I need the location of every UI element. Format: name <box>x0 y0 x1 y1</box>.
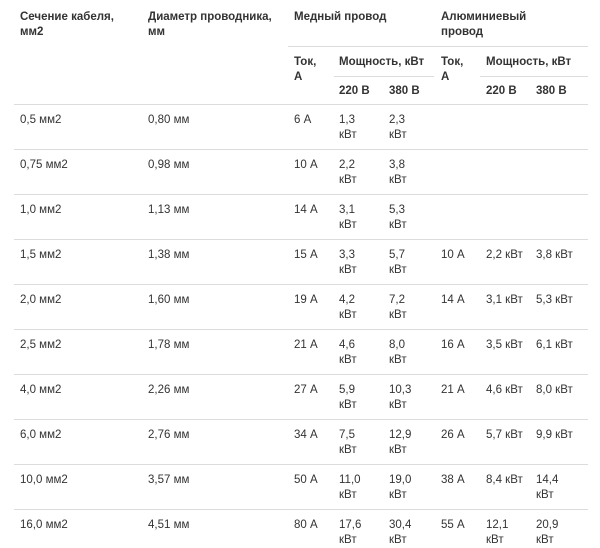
header-al-380: 380 В <box>536 85 567 97</box>
header-cu-220: 220 В <box>339 85 370 97</box>
cell-al-220: 8,4 кВт <box>486 474 523 486</box>
cell-cu-220: 17,6 кВт <box>339 519 362 546</box>
cell-section: 2,5 мм2 <box>20 339 62 351</box>
cell-al-380: 5,3 кВт <box>536 294 573 306</box>
row-divider <box>14 149 588 150</box>
cell-diameter: 3,57 мм <box>148 474 190 486</box>
cell-al-current: 10 А <box>441 249 465 261</box>
cell-diameter: 2,26 мм <box>148 384 190 396</box>
header-cu-power: Мощность, кВт <box>339 56 425 68</box>
header-diameter: Диаметр проводника, мм <box>148 11 272 38</box>
cell-al-220: 12,1 кВт <box>486 519 509 546</box>
cell-cu-380: 3,8 кВт <box>389 159 407 186</box>
header-al-current: Ток, А <box>441 56 464 83</box>
cell-cu-220: 4,6 кВт <box>339 339 357 366</box>
cell-section: 1,0 мм2 <box>20 204 62 216</box>
row-divider <box>14 464 588 465</box>
cell-cu-220: 3,3 кВт <box>339 249 357 276</box>
row-divider <box>14 284 588 285</box>
cell-cu-380: 12,9 кВт <box>389 429 412 456</box>
cell-section: 10,0 мм2 <box>20 474 68 486</box>
cell-cu-current: 34 А <box>294 429 318 441</box>
cell-al-220: 3,5 кВт <box>486 339 523 351</box>
header-cu-380: 380 В <box>389 85 420 97</box>
cell-diameter: 0,80 мм <box>148 114 190 126</box>
cell-diameter: 2,76 мм <box>148 429 190 441</box>
cell-cu-380: 10,3 кВт <box>389 384 412 411</box>
header-divider-cu-power <box>334 76 434 77</box>
row-divider <box>14 374 588 375</box>
cell-section: 0,75 мм2 <box>20 159 68 171</box>
cell-cu-380: 30,4 кВт <box>389 519 412 546</box>
cell-al-380: 3,8 кВт <box>536 249 573 261</box>
header-cu-current: Ток, А <box>294 56 317 83</box>
cell-cu-380: 5,7 кВт <box>389 249 407 276</box>
cell-diameter: 1,78 мм <box>148 339 190 351</box>
cell-diameter: 1,60 мм <box>148 294 190 306</box>
cell-section: 16,0 мм2 <box>20 519 68 531</box>
cell-al-220: 5,7 кВт <box>486 429 523 441</box>
cell-al-current: 38 А <box>441 474 465 486</box>
row-divider <box>14 419 588 420</box>
cell-cu-220: 5,9 кВт <box>339 384 357 411</box>
cell-al-380: 6,1 кВт <box>536 339 573 351</box>
cell-cu-current: 6 А <box>294 114 312 126</box>
cell-cu-220: 3,1 кВт <box>339 204 357 231</box>
cell-diameter: 1,38 мм <box>148 249 190 261</box>
cell-cu-current: 19 А <box>294 294 318 306</box>
cell-al-380: 20,9 кВт <box>536 519 559 546</box>
cell-cu-current: 14 А <box>294 204 318 216</box>
cell-cu-380: 5,3 кВт <box>389 204 407 231</box>
cell-cu-220: 4,2 кВт <box>339 294 357 321</box>
header-divider-al-power <box>480 76 588 77</box>
cell-diameter: 0,98 мм <box>148 159 190 171</box>
row-divider <box>14 239 588 240</box>
cell-al-current: 16 А <box>441 339 465 351</box>
cell-cu-220: 11,0 кВт <box>339 474 361 501</box>
cell-al-380: 8,0 кВт <box>536 384 573 396</box>
header-al-power: Мощность, кВт <box>486 56 572 68</box>
cell-al-current: 21 А <box>441 384 465 396</box>
header-al-220: 220 В <box>486 85 517 97</box>
cell-cu-current: 21 А <box>294 339 318 351</box>
cell-cu-380: 8,0 кВт <box>389 339 407 366</box>
header-divider-upper <box>288 46 588 47</box>
cell-section: 6,0 мм2 <box>20 429 62 441</box>
row-divider <box>14 329 588 330</box>
cell-cu-current: 27 А <box>294 384 318 396</box>
cell-al-current: 55 А <box>441 519 465 531</box>
cell-cu-380: 2,3 кВт <box>389 114 407 141</box>
row-divider <box>14 194 588 195</box>
header-bottom-rule <box>14 104 588 105</box>
cell-section: 1,5 мм2 <box>20 249 62 261</box>
header-aluminum: Алюминиевый провод <box>441 11 527 38</box>
cell-cu-current: 10 А <box>294 159 318 171</box>
cell-al-220: 3,1 кВт <box>486 294 523 306</box>
row-divider <box>14 509 588 510</box>
cell-al-380: 9,9 кВт <box>536 429 573 441</box>
cell-al-current: 26 А <box>441 429 465 441</box>
cell-al-380: 14,4 кВт <box>536 474 559 501</box>
cell-section: 2,0 мм2 <box>20 294 62 306</box>
cell-al-220: 2,2 кВт <box>486 249 523 261</box>
cell-section: 0,5 мм2 <box>20 114 62 126</box>
cell-cu-380: 19,0 кВт <box>389 474 412 501</box>
cell-diameter: 4,51 мм <box>148 519 190 531</box>
cell-section: 4,0 мм2 <box>20 384 62 396</box>
cell-cu-220: 1,3 кВт <box>339 114 357 141</box>
cell-cu-current: 15 А <box>294 249 318 261</box>
header-section: Сечение кабеля, мм2 <box>20 11 114 38</box>
cell-cu-380: 7,2 кВт <box>389 294 407 321</box>
cell-cu-current: 80 А <box>294 519 318 531</box>
cell-cu-current: 50 А <box>294 474 318 486</box>
cell-cu-220: 7,5 кВт <box>339 429 357 456</box>
cell-al-220: 4,6 кВт <box>486 384 523 396</box>
cell-diameter: 1,13 мм <box>148 204 190 216</box>
cell-al-current: 14 А <box>441 294 465 306</box>
cell-cu-220: 2,2 кВт <box>339 159 357 186</box>
header-copper: Медный провод <box>294 11 387 23</box>
